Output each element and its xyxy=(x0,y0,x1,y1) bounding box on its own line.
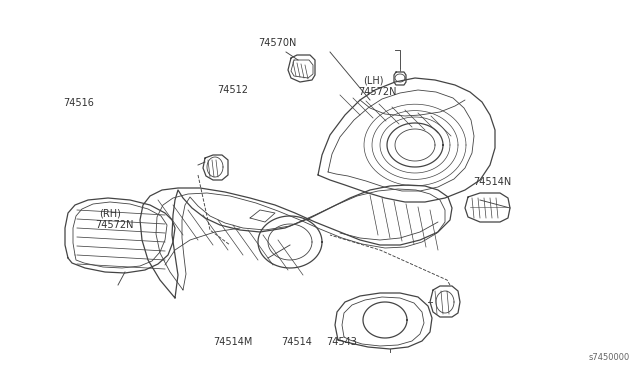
Text: 74514M: 74514M xyxy=(213,337,253,347)
Text: 74512: 74512 xyxy=(218,85,248,95)
Text: 74514: 74514 xyxy=(282,337,312,347)
Text: s7450000: s7450000 xyxy=(589,353,630,362)
Text: (RH): (RH) xyxy=(99,209,121,218)
Text: 74514N: 74514N xyxy=(474,177,512,187)
Text: 74572N: 74572N xyxy=(358,87,397,97)
Text: 74570N: 74570N xyxy=(258,38,296,48)
Text: 74572N: 74572N xyxy=(95,220,133,230)
Text: 74543: 74543 xyxy=(326,337,357,347)
Text: 74516: 74516 xyxy=(63,99,93,108)
Text: (LH): (LH) xyxy=(363,76,383,86)
